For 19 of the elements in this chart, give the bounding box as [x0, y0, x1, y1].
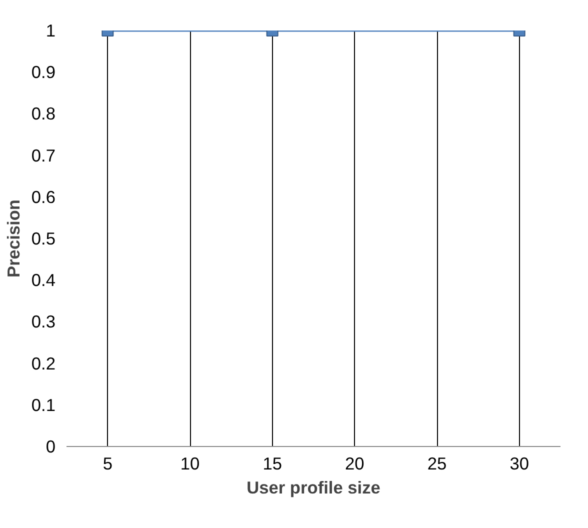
x-tick-label: 20 [345, 454, 364, 474]
y-tick-label: 0.4 [31, 270, 56, 290]
y-tick-label: 0 [46, 436, 56, 456]
x-tick-label: 15 [262, 454, 282, 474]
y-tick-label: 0.2 [31, 353, 56, 374]
x-tick-label: 5 [102, 454, 112, 474]
y-tick-label: 0.3 [31, 312, 56, 332]
x-tick-label: 10 [180, 454, 200, 474]
y-tick-label: 0.5 [31, 228, 56, 248]
x-tick-label: 30 [510, 454, 529, 474]
x-tick-label: 25 [427, 454, 447, 474]
y-tick-label: 0.7 [31, 145, 56, 166]
y-axis-title: Precision [3, 199, 24, 278]
y-tick-label: 0.1 [31, 394, 56, 415]
x-axis-title: User profile size [246, 478, 381, 498]
y-tick-label: 0.9 [31, 62, 56, 82]
y-tick-label: 0.6 [31, 186, 56, 207]
y-tick-label: 1 [46, 20, 56, 40]
y-tick-label: 0.8 [31, 104, 56, 124]
